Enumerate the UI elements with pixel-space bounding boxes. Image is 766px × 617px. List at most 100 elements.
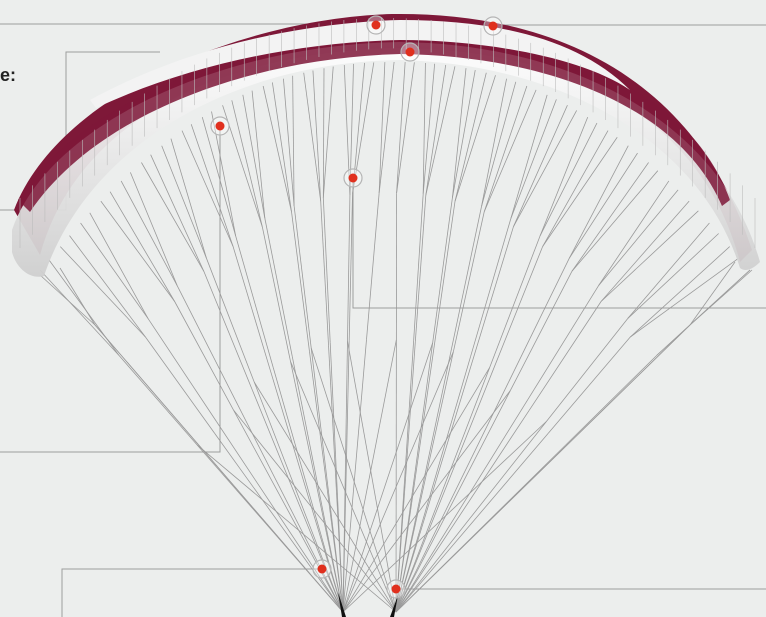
suspension-line	[292, 75, 295, 206]
suspension-line	[293, 205, 312, 349]
suspension-line	[215, 421, 344, 613]
suspension-line	[689, 261, 736, 326]
suspension-line	[539, 122, 598, 237]
suspension-line	[235, 235, 274, 368]
hotspot-dot	[488, 21, 498, 31]
suspension-line	[347, 341, 397, 613]
suspension-line	[118, 354, 198, 446]
suspension-line	[527, 285, 599, 401]
suspension-line	[322, 197, 331, 343]
suspension-line	[322, 68, 325, 198]
riser-right	[390, 595, 398, 617]
hotspot-marker-icon[interactable]	[400, 42, 420, 62]
suspension-line	[147, 318, 217, 422]
suspension-line	[211, 111, 237, 237]
suspension-line	[433, 201, 456, 346]
suspension-line	[329, 342, 344, 613]
suspension-line	[214, 433, 344, 613]
suspension-line	[395, 367, 490, 613]
canopy-ribs	[19, 18, 756, 248]
suspension-line	[600, 210, 699, 302]
hotspot-dot	[317, 564, 327, 574]
suspension-line	[342, 342, 434, 613]
suspension-line	[141, 162, 205, 272]
suspension-line	[197, 444, 397, 613]
suspension-line	[571, 170, 659, 272]
hotspot-marker-icon[interactable]	[366, 15, 386, 35]
suspension-line	[454, 75, 496, 202]
suspension-line	[203, 271, 253, 391]
suspension-line	[565, 354, 658, 446]
suspension-line	[145, 336, 215, 434]
suspension-line	[395, 356, 472, 613]
suspension-line	[290, 361, 397, 613]
suspension-line	[283, 78, 295, 207]
riser-left	[338, 592, 346, 617]
hotspot-marker-icon[interactable]	[343, 168, 363, 188]
suspension-line	[322, 66, 334, 198]
leader-line-center	[352, 178, 766, 309]
suspension-line	[100, 200, 175, 302]
suspension-line	[59, 267, 96, 326]
suspension-line	[272, 367, 344, 613]
hotspot-layer	[210, 15, 503, 599]
suspension-line	[432, 197, 453, 343]
suspension-line	[483, 89, 537, 212]
suspension-line	[600, 200, 690, 302]
suspension-line	[425, 64, 447, 196]
suspension-line	[454, 72, 487, 202]
suspension-line	[568, 152, 638, 259]
suspension-line	[94, 324, 344, 613]
hotspot-marker-icon[interactable]	[386, 579, 406, 599]
suspension-line	[395, 409, 530, 613]
suspension-line	[483, 85, 528, 212]
suspension-line	[352, 62, 375, 194]
suspension-line	[395, 381, 509, 613]
suspension-line	[347, 195, 351, 342]
suspension-line	[303, 72, 322, 202]
hotspot-marker-icon[interactable]	[483, 16, 503, 36]
suspension-line	[262, 85, 292, 212]
suspension-line	[481, 81, 517, 207]
suspension-line	[234, 399, 344, 613]
suspension-line	[395, 421, 547, 613]
hotspot-dot	[215, 121, 225, 131]
suspension-line	[508, 258, 570, 383]
canopy	[12, 13, 760, 277]
suspension-line	[310, 347, 397, 613]
suspension-line	[59, 246, 146, 338]
suspension-line	[470, 218, 512, 357]
suspension-line	[342, 339, 367, 613]
hotspot-dot	[391, 584, 401, 594]
suspension-line	[542, 130, 609, 247]
suspension-line	[395, 361, 473, 613]
suspension-line	[39, 269, 120, 356]
suspension-line	[291, 356, 344, 613]
suspension-line	[231, 100, 263, 227]
suspension-line	[342, 351, 454, 613]
suspension-line	[264, 218, 293, 357]
suspension-line	[490, 246, 544, 375]
suspension-line	[568, 145, 629, 259]
hotspot-marker-icon[interactable]	[210, 116, 230, 136]
suspension-line	[627, 222, 710, 319]
suspension-line	[348, 193, 353, 341]
hotspot-marker-icon[interactable]	[312, 559, 332, 579]
suspension-line	[342, 340, 350, 613]
suspension-line	[342, 339, 397, 613]
suspension-line	[174, 301, 234, 411]
suspension-line	[312, 70, 322, 202]
suspension-line	[395, 399, 528, 613]
hotspot-dot	[371, 20, 381, 30]
suspension-line	[452, 70, 476, 198]
suspension-line	[201, 116, 237, 237]
suspension-line	[425, 66, 456, 196]
suspension-line	[39, 274, 96, 326]
suspension-line	[80, 222, 149, 319]
suspension-line	[342, 390, 511, 613]
suspension-line	[242, 94, 266, 219]
suspension-line	[395, 341, 416, 613]
suspension-line	[396, 62, 406, 194]
suspension-line	[291, 211, 310, 352]
